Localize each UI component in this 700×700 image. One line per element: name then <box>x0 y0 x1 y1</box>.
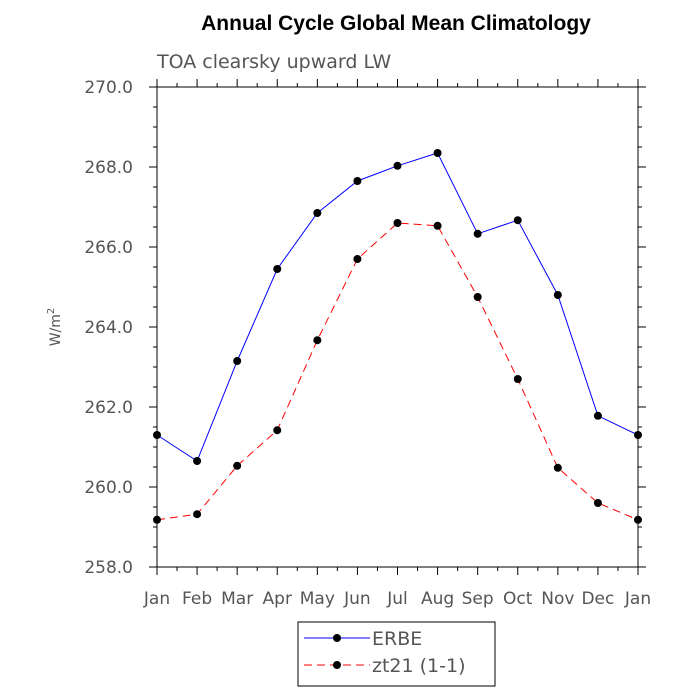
x-tick-label: May <box>300 589 335 609</box>
data-point <box>313 209 322 217</box>
x-tick-label: Mar <box>221 589 253 609</box>
y-tick-label: 268.0 <box>84 158 133 178</box>
legend-marker <box>333 634 341 642</box>
x-tick-labels: Jan Feb Mar Apr May Jun Jul Aug Sep Oct Nov Dec Jan <box>143 589 651 609</box>
x-tick-label: Apr <box>263 589 292 609</box>
y-tick-label: 258.0 <box>84 558 133 578</box>
x-tick-label: Nov <box>541 589 574 609</box>
tick-marks <box>149 79 646 575</box>
svg-text:W/m2: W/m2 <box>46 308 64 347</box>
data-point <box>193 457 202 465</box>
data-point <box>634 515 642 524</box>
y-axis-label-base: W/m <box>48 314 64 346</box>
series-line <box>156 152 639 462</box>
data-point <box>473 229 482 238</box>
y-tick-label: 270.0 <box>84 78 133 98</box>
data-point <box>433 149 442 157</box>
y-tick-label: 264.0 <box>84 318 133 338</box>
data-point <box>513 375 522 383</box>
series-2 <box>153 219 642 524</box>
data-point <box>433 221 442 230</box>
x-tick-label: Jul <box>386 589 408 609</box>
data-point <box>393 219 402 227</box>
chart-title: Annual Cycle Global Mean Climatology <box>201 12 591 35</box>
series-line <box>156 222 639 521</box>
legend-box <box>297 621 496 687</box>
data-point <box>513 216 522 225</box>
data-point <box>353 255 362 263</box>
data-point <box>153 431 161 439</box>
data-point <box>153 515 161 524</box>
data-point <box>553 463 562 472</box>
data-point <box>393 161 402 170</box>
x-tick-label: Jan <box>624 589 651 609</box>
chart-subtitle: TOA clearsky upward LW <box>156 51 391 73</box>
data-point <box>273 265 282 273</box>
y-tick-label: 260.0 <box>84 478 133 498</box>
x-tick-label: Jan <box>143 589 170 609</box>
data-point <box>313 336 322 345</box>
x-tick-label: Oct <box>503 589 533 609</box>
legend-label: ERBE <box>372 628 422 650</box>
x-tick-label: Feb <box>182 589 212 609</box>
y-tick-labels: 258.0 260.0 262.0 264.0 266.0 268.0 270.0 <box>84 78 133 578</box>
x-tick-label: Aug <box>421 589 454 609</box>
data-point <box>593 499 602 507</box>
x-tick-label: Jun <box>343 589 371 609</box>
plot-frame <box>156 86 639 568</box>
x-tick-label: Dec <box>581 589 614 609</box>
y-axis-label: W/m2 <box>46 308 64 347</box>
data-point <box>193 510 202 519</box>
data-point <box>634 431 642 439</box>
series-layer <box>153 149 642 524</box>
y-axis-label-superscript: 2 <box>46 308 57 314</box>
data-point <box>473 293 482 301</box>
data-point <box>353 177 362 185</box>
x-tick-label: Sep <box>462 589 494 609</box>
data-point <box>593 411 602 420</box>
data-point <box>233 461 242 470</box>
legend-label: zt21 (1-1) <box>372 655 466 677</box>
legend-marker <box>333 661 341 669</box>
data-point <box>553 291 562 299</box>
data-point <box>273 426 282 435</box>
y-tick-label: 262.0 <box>84 398 133 418</box>
data-point <box>233 357 242 365</box>
legend: ERBE zt21 (1-1) <box>297 621 496 687</box>
series-1 <box>153 149 642 465</box>
y-tick-label: 266.0 <box>84 238 133 258</box>
